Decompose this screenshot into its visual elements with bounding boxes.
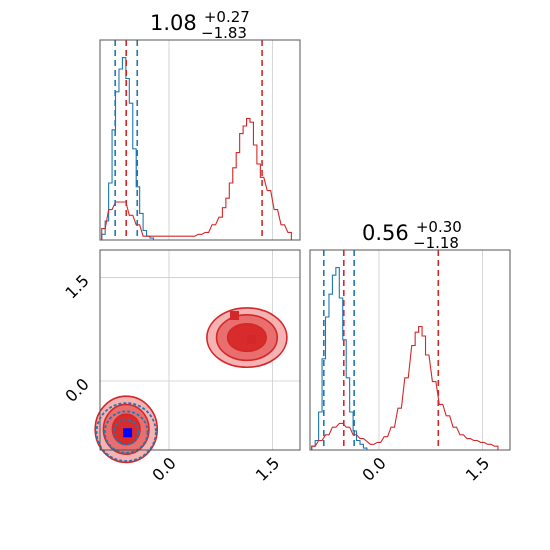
title-p1-main: 1.08 xyxy=(150,11,197,35)
title-p2-plus: +0.30 xyxy=(416,218,462,236)
xtick-joint-1: 1.5 xyxy=(252,453,283,484)
ytick-joint-0: 0.0 xyxy=(61,374,92,405)
contours-joint xyxy=(94,307,288,464)
xtick-p2-0: 0.0 xyxy=(358,453,389,484)
contour-blue-1-1 xyxy=(103,410,149,454)
hist-blue-p1 xyxy=(101,57,154,240)
hist-blue-p2 xyxy=(311,267,368,450)
grid-p2 xyxy=(378,250,483,450)
marginal-panel-2 xyxy=(309,249,511,451)
xtick-joint-0: 0.0 xyxy=(148,453,179,484)
marker-red-1 xyxy=(229,311,239,321)
contour-red-2-2 xyxy=(226,322,268,353)
contour-blue-1-2 xyxy=(112,418,140,446)
marginal-panel-1 xyxy=(99,39,301,241)
markers-joint xyxy=(123,311,257,438)
frame-p2 xyxy=(309,249,511,451)
title-p2: 0.56 +0.30 −1.18 xyxy=(362,217,467,252)
quantile-lines-p1 xyxy=(114,40,263,240)
grid-joint xyxy=(100,250,300,450)
marker-blue-0 xyxy=(123,428,133,438)
title-p1-minus: −1.83 xyxy=(201,24,247,42)
hist-p2 xyxy=(311,267,499,450)
title-p2-main: 0.56 xyxy=(362,221,409,245)
title-p1-plus: +0.27 xyxy=(204,8,250,26)
hist-red-p2 xyxy=(311,325,499,450)
grid-p1 xyxy=(168,40,273,240)
frame-joint xyxy=(99,249,301,451)
contour-blue-1-0 xyxy=(95,402,157,462)
hist-p1 xyxy=(101,57,292,240)
quantile-lines-p2 xyxy=(322,250,440,450)
title-p1: 1.08 +0.27 −1.83 xyxy=(150,7,255,42)
marker-red-2 xyxy=(247,335,257,345)
hist-red-p1 xyxy=(101,117,292,240)
xtick-p2-1: 1.5 xyxy=(462,453,493,484)
frame-p1 xyxy=(99,39,301,241)
ytick-joint-1: 1.5 xyxy=(61,271,92,302)
joint-panel xyxy=(94,249,301,464)
title-p2-minus: −1.18 xyxy=(413,234,459,252)
